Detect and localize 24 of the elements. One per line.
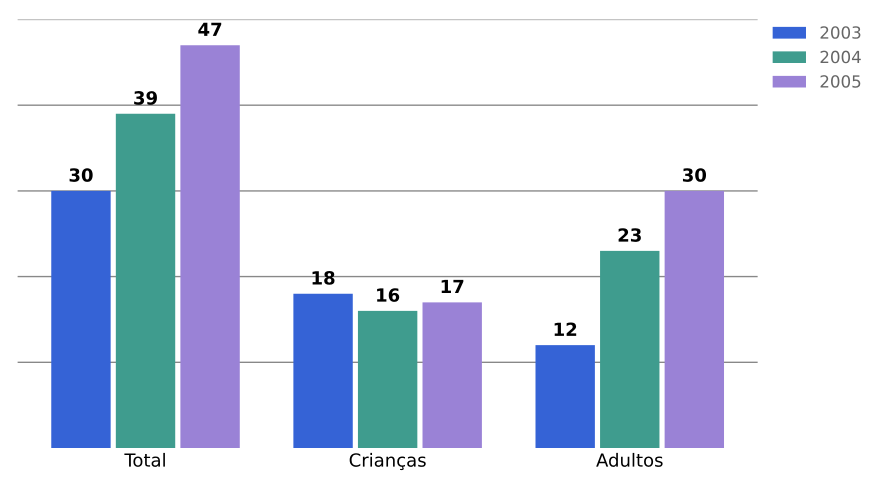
data-label: 30 <box>70 168 93 182</box>
bar <box>51 190 111 448</box>
bar <box>664 190 724 448</box>
bar <box>116 114 176 448</box>
data-label: 17 <box>442 280 464 294</box>
legend-label: 2004 <box>820 50 861 64</box>
bar <box>358 310 418 448</box>
bar <box>180 45 240 448</box>
data-label: 30 <box>682 168 706 182</box>
data-label: 47 <box>198 22 222 36</box>
bar <box>422 302 482 448</box>
legend-label: 2003 <box>820 26 860 39</box>
x-tick-label: Adultos <box>596 452 663 467</box>
x-tick-label: Total <box>124 452 165 467</box>
data-label: 18 <box>312 271 335 285</box>
bar <box>535 345 595 448</box>
legend-label: 2005 <box>820 75 860 88</box>
bar <box>293 294 353 448</box>
data-label: 23 <box>618 228 641 242</box>
data-label: 12 <box>554 322 576 336</box>
x-tick-label: Crianças <box>350 452 426 470</box>
data-label: 39 <box>134 91 157 105</box>
bar <box>600 250 660 448</box>
data-label: 16 <box>377 288 400 302</box>
